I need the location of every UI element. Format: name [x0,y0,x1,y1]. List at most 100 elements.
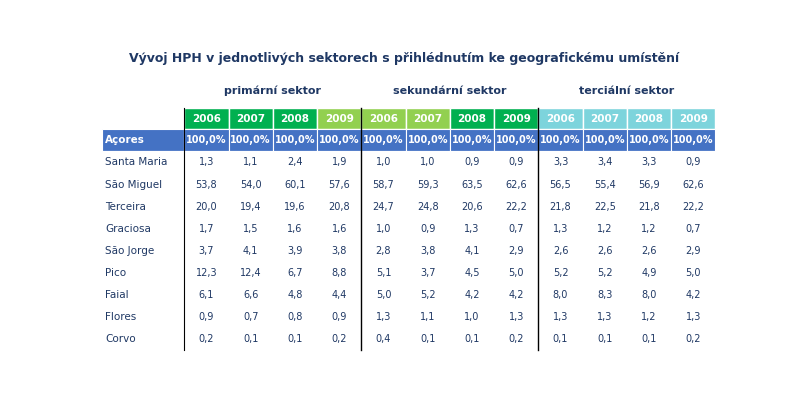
Bar [406,306,450,328]
Bar [102,109,185,129]
Bar [273,240,317,262]
Bar [317,240,361,262]
Bar [494,109,538,129]
Text: 4,1: 4,1 [464,246,480,256]
Bar [582,109,627,129]
Text: 100,0%: 100,0% [585,135,625,145]
Bar [627,196,671,218]
Text: 58,7: 58,7 [372,180,394,189]
Bar [450,218,494,240]
Text: 5,0: 5,0 [509,268,524,278]
Text: 4,8: 4,8 [287,290,303,300]
Bar [229,151,273,173]
Bar [317,284,361,306]
Text: 55,4: 55,4 [594,180,615,189]
Text: 3,7: 3,7 [199,246,214,256]
Bar [229,306,273,328]
Text: 22,5: 22,5 [594,202,615,212]
Text: 6,7: 6,7 [287,268,303,278]
Text: 21,8: 21,8 [638,202,660,212]
Bar [538,151,582,173]
Text: 6,6: 6,6 [243,290,258,300]
Bar [406,109,450,129]
Text: 2009: 2009 [679,114,708,124]
Text: primární sektor: primární sektor [224,85,321,96]
Text: São Jorge: São Jorge [106,246,155,256]
Bar [582,129,627,151]
Text: Pico: Pico [106,268,126,278]
Bar [671,173,716,196]
Text: 2,4: 2,4 [287,158,303,168]
Text: 0,1: 0,1 [243,334,258,344]
Text: 2006: 2006 [546,114,575,124]
Text: 2006: 2006 [192,114,221,124]
Bar [185,306,229,328]
Bar [185,240,229,262]
Text: 20,0: 20,0 [196,202,217,212]
Text: 1,5: 1,5 [243,224,258,234]
Text: 62,6: 62,6 [506,180,527,189]
Bar [102,306,185,328]
Text: 0,2: 0,2 [331,334,347,344]
Bar [102,240,185,262]
Bar [627,306,671,328]
Bar [185,218,229,240]
Text: 1,3: 1,3 [686,312,701,322]
Text: 1,6: 1,6 [331,224,347,234]
Bar [406,328,450,350]
Text: 100,0%: 100,0% [186,135,226,145]
Bar [538,173,582,196]
Bar [582,218,627,240]
Bar [185,284,229,306]
Text: 8,8: 8,8 [331,268,347,278]
Text: 3,3: 3,3 [553,158,568,168]
Text: 0,7: 0,7 [509,224,524,234]
Bar [361,109,406,129]
Bar [102,218,185,240]
Bar [185,328,229,350]
Bar [273,218,317,240]
Bar [273,262,317,284]
Bar [406,129,450,151]
Bar [361,218,406,240]
Text: 0,1: 0,1 [420,334,436,344]
Bar [671,129,716,151]
Bar [582,262,627,284]
Bar [102,151,185,173]
Text: 0,4: 0,4 [376,334,391,344]
Bar [582,173,627,196]
Bar [494,218,538,240]
Text: 1,0: 1,0 [376,158,391,168]
Bar [102,173,185,196]
Bar [538,109,582,129]
Bar [538,218,582,240]
Bar [582,306,627,328]
Bar [273,306,317,328]
Bar [317,196,361,218]
Bar [582,151,627,173]
Bar [627,129,671,151]
Text: 4,1: 4,1 [243,246,258,256]
Bar [229,196,273,218]
Bar [671,196,716,218]
Bar [450,173,494,196]
Bar [317,218,361,240]
Text: 2007: 2007 [236,114,265,124]
Bar [450,284,494,306]
Text: 0,9: 0,9 [331,312,347,322]
Bar [494,240,538,262]
Bar [450,109,494,129]
Text: 0,9: 0,9 [686,158,701,168]
Bar [538,306,582,328]
Bar [627,109,671,129]
Bar [582,284,627,306]
Bar [671,218,716,240]
Bar [406,218,450,240]
Text: 100,0%: 100,0% [363,135,404,145]
Bar [538,196,582,218]
Bar [494,328,538,350]
Text: 0,2: 0,2 [199,334,214,344]
Text: 1,0: 1,0 [376,224,391,234]
Bar [494,173,538,196]
Text: 100,0%: 100,0% [407,135,448,145]
